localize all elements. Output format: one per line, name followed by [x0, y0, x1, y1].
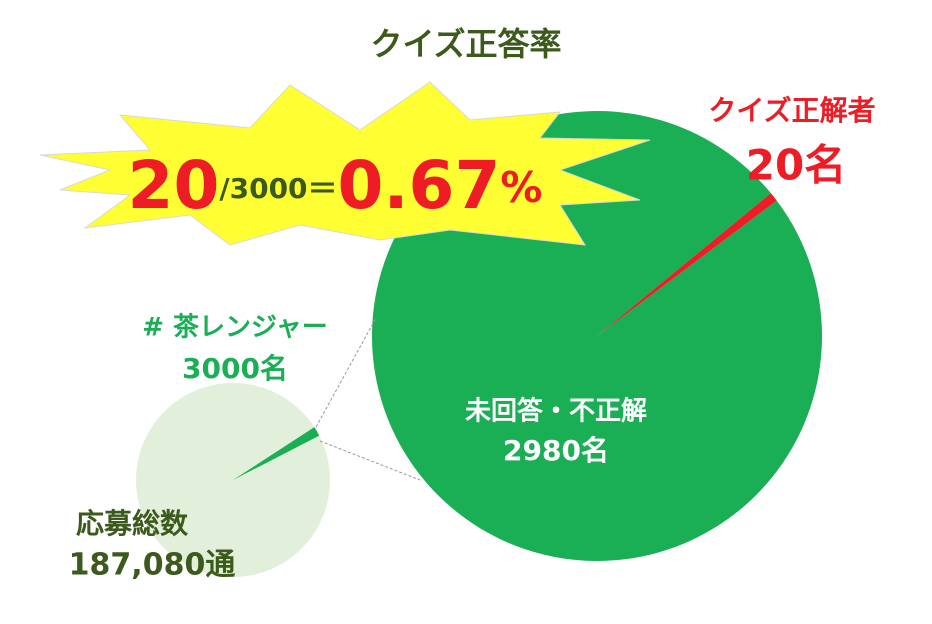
headline-part: 0.67 [338, 147, 501, 224]
value-label: 20名 [746, 141, 846, 190]
burst [39, 81, 651, 246]
total-label: 応募総数 [76, 507, 189, 540]
slice-label: クイズ正解者 [708, 94, 875, 127]
headline-part: % [500, 163, 542, 212]
pie-slice [597, 193, 777, 336]
total-value: 187,080通 [69, 548, 236, 583]
value-label: 2980名 [503, 434, 609, 467]
headline-part: /3000 [219, 172, 307, 205]
connector [319, 440, 421, 481]
connector [315, 317, 377, 428]
pie-slice [233, 427, 320, 480]
slice-label: # 茶レンジャー [142, 313, 328, 343]
value-label: 3000名 [182, 352, 288, 385]
chart-title: クイズ正答率 [370, 25, 561, 63]
slice-label: 未回答・不正解 [465, 396, 647, 427]
headline-part: 20 [128, 147, 220, 224]
headline-part: ＝ [308, 172, 338, 207]
headline: 20/3000＝0.67% [128, 147, 543, 224]
